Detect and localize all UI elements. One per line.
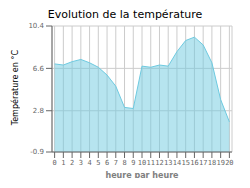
svg-text:7: 7 [114,159,118,167]
svg-text:10: 10 [138,159,146,167]
svg-text:1: 1 [61,159,65,167]
svg-text:11: 11 [147,159,155,167]
svg-text:-0.9: -0.9 [30,148,44,156]
svg-text:6: 6 [105,159,109,167]
svg-text:8: 8 [122,159,126,167]
svg-text:2.8: 2.8 [33,107,44,115]
svg-text:19: 19 [216,159,224,167]
svg-text:12: 12 [155,159,163,167]
html-text:Evolution de la température: Evolution de la température [47,8,203,21]
svg-text:2: 2 [70,159,74,167]
svg-text:heure par heure: heure par heure [105,171,179,178]
html-text:Température en °C: Température en °C [10,50,20,126]
svg-text:9: 9 [131,159,135,167]
svg-text:0: 0 [53,159,57,167]
svg-text:13: 13 [164,159,172,167]
svg-text:4: 4 [87,159,91,167]
svg-text:18: 18 [208,159,216,167]
svg-text:5: 5 [96,159,100,167]
svg-text:3: 3 [79,159,83,167]
svg-text:16: 16 [190,159,198,167]
svg-text:6.6: 6.6 [33,65,45,73]
svg-text:14: 14 [173,159,181,167]
svg-text:10.4: 10.4 [28,22,44,30]
svg-text:15: 15 [181,159,189,167]
svg-text:17: 17 [199,159,207,167]
svg-text:20: 20 [225,159,233,167]
